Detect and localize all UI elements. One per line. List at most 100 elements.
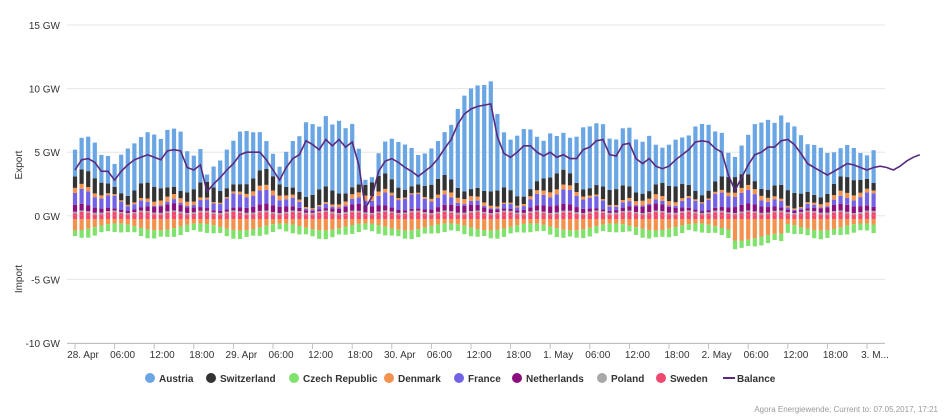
bar-segment-sweden [363,213,368,216]
bar-segment-france [647,203,652,206]
bar-segment-sweden [534,215,540,219]
bar-segment-sweden [284,215,289,219]
bar-segment-austria [191,155,196,190]
bar-segment-denmark [435,194,441,198]
bar-segment-denmark [739,187,744,193]
bar-segment-denmark [356,192,361,198]
bar-segment-denmark [686,196,691,198]
bar-segment-austria [627,127,632,187]
legend-item-netherlands[interactable]: Netherlands [512,373,584,385]
bar-segment-france [264,189,269,204]
bar-segment-switzerland [561,169,566,185]
bar-segment-switzerland [402,189,408,198]
bar-segment-sweden [574,215,579,219]
bar-segment-austria [468,88,474,190]
bar-segment-france [165,201,170,205]
x-tick-label: 06:00 [268,350,293,361]
bar-segment-czech-republic [92,227,97,236]
bar-segment-czech-republic [145,229,150,239]
bar-segment-sweden [323,215,328,219]
x-tick-label: 28. Apr [67,350,99,361]
bar-segment-denmark [350,218,355,226]
bar-segment-switzerland [277,184,282,196]
bar-segment-denmark [574,192,579,196]
bar-segment-czech-republic [515,225,520,233]
bar-segment-denmark [211,202,216,204]
bar-segment-sweden [171,211,177,216]
bar-segment-czech-republic [244,230,249,238]
bar-segment-sweden [105,212,111,216]
bar-segment-netherlands [798,209,804,212]
bar-segment-france [732,196,738,208]
bar-segment-austria [277,166,282,185]
legend-item-balance[interactable]: Balance [723,374,776,385]
bar-segment-netherlands [567,204,573,211]
bar-segment-france [871,193,876,207]
bar-segment-netherlands [270,205,276,213]
bar-segment-sweden [442,212,447,216]
bar-segment-france [812,204,817,208]
bar-segment-denmark [534,190,540,194]
bar-segment-netherlands [812,207,817,212]
bar-segment-netherlands [838,203,843,211]
bar-segment-france [132,204,137,210]
legend-item-austria[interactable]: Austria [145,373,194,385]
legend-item-poland[interactable]: Poland [597,373,644,385]
legend-item-france[interactable]: France [454,373,501,385]
bar-segment-france [495,208,500,210]
bar-segment-sweden [416,215,421,219]
bar-segment-sweden [567,212,573,216]
bar-segment-czech-republic [402,230,408,239]
bar-segment-sweden [356,212,361,216]
bar-segment-poland [198,210,203,213]
bar-segment-poland [105,211,111,213]
legend-item-czech-republic[interactable]: Czech Republic [289,373,378,385]
bar-segment-netherlands [752,204,757,212]
legend-item-switzerland[interactable]: Switzerland [206,373,276,385]
bar-segment-switzerland [845,177,850,193]
bar-segment-netherlands [640,206,645,214]
bar-segment-sweden [389,212,394,216]
bar-segment-denmark [746,218,751,240]
bar-segment-austria [297,136,302,192]
bar-segment-france [772,199,777,207]
bar-segment-sweden [752,212,757,216]
bar-segment-austria [607,138,612,190]
bar-segment-netherlands [132,209,137,213]
legend-item-sweden[interactable]: Sweden [656,373,708,385]
bar-segment-sweden [251,215,256,219]
bar-segment-denmark [600,218,606,225]
bar-segment-france [468,200,474,205]
bar-segment-france [99,198,104,209]
bar-segment-denmark [508,218,513,227]
legend-item-denmark[interactable]: Denmark [384,373,441,385]
bar-segment-france [805,203,810,209]
bar-segment-austria [746,134,751,175]
bar-segment-denmark [607,205,612,207]
bar-segment-france [152,205,157,208]
bar-segment-netherlands [449,204,454,212]
bar-segment-poland [633,212,639,214]
bar-segment-austria [422,153,427,186]
bar-segment-sweden [600,215,606,219]
bar-segment-netherlands [356,204,361,211]
bar-segment-france [706,199,711,211]
bar-segment-poland [620,211,625,213]
bar-segment-switzerland [528,189,533,197]
bar-segment-austria [79,137,84,170]
bar-segment-switzerland [449,179,454,193]
bar-segment-austria [699,123,705,196]
bar-segment-sweden [845,215,850,219]
bar-segment-czech-republic [224,228,229,237]
bar-segment-poland [112,210,117,213]
bar-segment-austria [508,139,513,191]
bar-segment-denmark [633,218,639,228]
bar-segment-sweden [528,212,533,216]
bar-segment-switzerland [429,184,434,199]
bar-segment-switzerland [508,190,513,203]
bar-segment-switzerland [297,191,302,200]
bar-segment-netherlands [686,207,691,211]
bar-segment-sweden [92,215,97,219]
bar-segment-denmark [171,194,177,200]
bar-segment-netherlands [455,205,460,213]
